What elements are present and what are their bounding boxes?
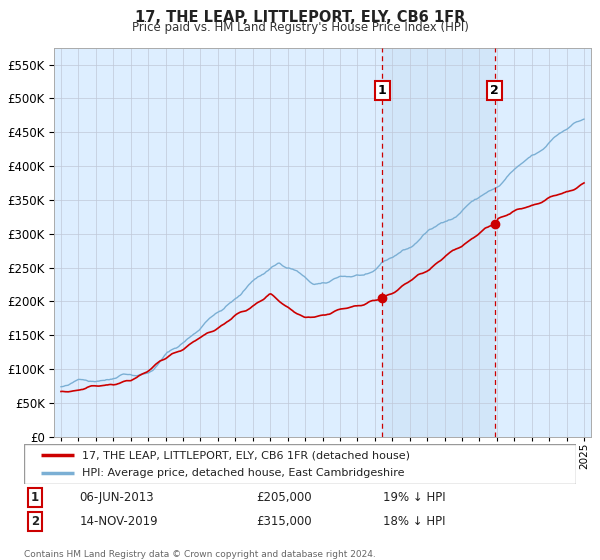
Text: HPI: Average price, detached house, East Cambridgeshire: HPI: Average price, detached house, East… — [82, 468, 404, 478]
Text: 2: 2 — [31, 515, 39, 528]
Text: 14-NOV-2019: 14-NOV-2019 — [79, 515, 158, 528]
Text: £315,000: £315,000 — [256, 515, 311, 528]
Text: 17, THE LEAP, LITTLEPORT, ELY, CB6 1FR (detached house): 17, THE LEAP, LITTLEPORT, ELY, CB6 1FR (… — [82, 450, 410, 460]
Text: 18% ↓ HPI: 18% ↓ HPI — [383, 515, 445, 528]
Text: 06-JUN-2013: 06-JUN-2013 — [79, 491, 154, 505]
Bar — [382, 48, 494, 437]
Text: Contains HM Land Registry data © Crown copyright and database right 2024.
This d: Contains HM Land Registry data © Crown c… — [24, 550, 376, 560]
Text: 17, THE LEAP, LITTLEPORT, ELY, CB6 1FR: 17, THE LEAP, LITTLEPORT, ELY, CB6 1FR — [135, 10, 465, 25]
Text: 1: 1 — [31, 491, 39, 505]
Text: £205,000: £205,000 — [256, 491, 311, 505]
FancyBboxPatch shape — [24, 444, 576, 484]
Text: 1: 1 — [378, 84, 386, 97]
Text: 19% ↓ HPI: 19% ↓ HPI — [383, 491, 445, 505]
Text: Price paid vs. HM Land Registry's House Price Index (HPI): Price paid vs. HM Land Registry's House … — [131, 21, 469, 34]
Text: 2: 2 — [490, 84, 499, 97]
